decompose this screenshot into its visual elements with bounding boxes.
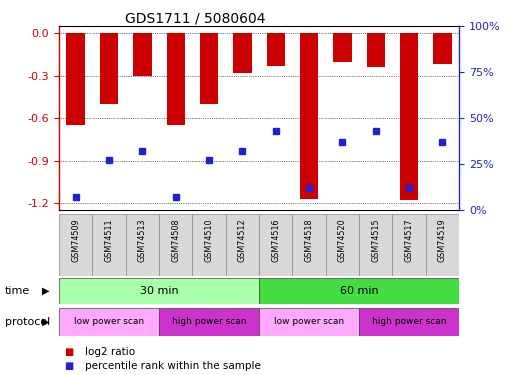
Text: high power scan: high power scan: [172, 317, 246, 326]
Bar: [92, 214, 126, 276]
Text: ▶: ▶: [42, 286, 50, 296]
Bar: [200, 33, 218, 104]
Text: ■: ■: [64, 361, 73, 370]
Bar: [333, 33, 351, 62]
Bar: [159, 214, 192, 276]
Text: GSM74509: GSM74509: [71, 219, 80, 262]
Bar: [226, 214, 259, 276]
Text: GSM74518: GSM74518: [305, 219, 313, 262]
Bar: [267, 33, 285, 66]
Text: ▶: ▶: [42, 316, 50, 327]
Bar: [359, 214, 392, 276]
Text: GSM74510: GSM74510: [205, 219, 213, 262]
Text: GSM74511: GSM74511: [105, 219, 113, 262]
Bar: [326, 214, 359, 276]
Text: 30 min: 30 min: [140, 286, 179, 296]
Bar: [100, 33, 118, 104]
Text: GSM74519: GSM74519: [438, 219, 447, 262]
Text: percentile rank within the sample: percentile rank within the sample: [85, 361, 261, 370]
Bar: [392, 214, 426, 276]
Bar: [67, 33, 85, 125]
Bar: [292, 214, 326, 276]
Bar: [259, 308, 359, 336]
Bar: [59, 214, 92, 276]
Text: protocol: protocol: [5, 316, 50, 327]
Text: GDS1711 / 5080604: GDS1711 / 5080604: [125, 11, 265, 25]
Bar: [259, 278, 459, 304]
Bar: [233, 33, 251, 73]
Bar: [259, 214, 292, 276]
Text: low power scan: low power scan: [274, 317, 344, 326]
Text: time: time: [5, 286, 30, 296]
Bar: [359, 308, 459, 336]
Text: ■: ■: [64, 347, 73, 357]
Text: GSM74508: GSM74508: [171, 219, 180, 262]
Text: GSM74513: GSM74513: [138, 219, 147, 262]
Bar: [126, 214, 159, 276]
Bar: [133, 33, 151, 76]
Text: GSM74517: GSM74517: [405, 219, 413, 262]
Bar: [159, 308, 259, 336]
Bar: [167, 33, 185, 125]
Text: low power scan: low power scan: [74, 317, 144, 326]
Bar: [426, 214, 459, 276]
Text: GSM74520: GSM74520: [338, 219, 347, 262]
Text: GSM74516: GSM74516: [271, 219, 280, 262]
Text: log2 ratio: log2 ratio: [85, 347, 135, 357]
Bar: [59, 278, 259, 304]
Bar: [300, 33, 318, 199]
Bar: [367, 33, 385, 67]
Bar: [59, 308, 159, 336]
Bar: [433, 33, 451, 64]
Text: GSM74515: GSM74515: [371, 219, 380, 262]
Text: high power scan: high power scan: [372, 317, 446, 326]
Bar: [192, 214, 226, 276]
Text: 60 min: 60 min: [340, 286, 379, 296]
Text: GSM74512: GSM74512: [238, 219, 247, 262]
Bar: [400, 33, 418, 200]
